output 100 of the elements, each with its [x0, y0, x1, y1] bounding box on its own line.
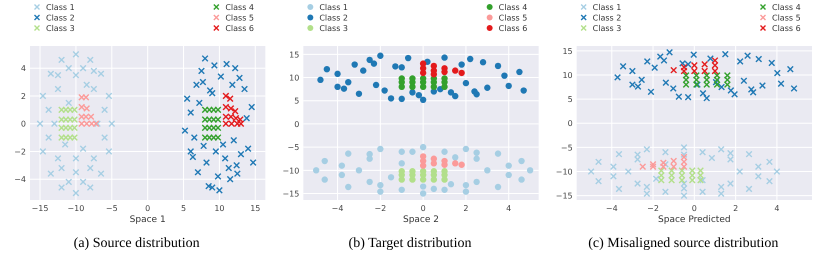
point — [658, 172, 665, 179]
point — [452, 92, 458, 100]
point — [700, 90, 707, 97]
point — [200, 142, 208, 150]
point — [65, 178, 72, 186]
point — [678, 176, 686, 184]
point — [90, 154, 98, 162]
point — [233, 162, 240, 169]
point — [643, 183, 650, 190]
point — [714, 72, 721, 79]
point — [615, 185, 622, 192]
point — [441, 148, 448, 155]
text: (a) Source distribution — [74, 236, 200, 251]
x-tick-label: −4 — [606, 204, 618, 213]
point — [198, 67, 205, 74]
point — [740, 77, 748, 84]
point — [692, 76, 700, 84]
point — [212, 148, 220, 155]
point — [234, 170, 241, 178]
point — [356, 167, 362, 174]
point — [187, 148, 194, 155]
point — [203, 159, 210, 166]
point — [338, 162, 346, 169]
point — [101, 134, 108, 142]
point — [441, 54, 448, 61]
y-tick-label: 10 — [562, 70, 573, 80]
legend-label: Class 3 — [319, 24, 348, 33]
legend-label: Class 1 — [592, 3, 622, 12]
point — [86, 164, 94, 172]
point — [692, 72, 700, 79]
legend-label: Class 3 — [592, 24, 622, 33]
point — [774, 70, 781, 77]
point — [650, 160, 657, 168]
x-tick-label: 2 — [733, 204, 738, 213]
point — [243, 114, 250, 122]
point — [430, 186, 438, 192]
point — [680, 144, 688, 151]
point — [610, 163, 617, 170]
point — [755, 56, 762, 63]
point — [726, 150, 734, 157]
point — [718, 84, 726, 91]
point — [205, 182, 212, 190]
point — [670, 84, 677, 92]
point — [236, 74, 244, 82]
point — [72, 50, 80, 58]
point — [377, 188, 384, 195]
point — [652, 175, 660, 182]
point — [718, 146, 725, 153]
point — [409, 148, 416, 155]
point — [398, 64, 405, 71]
point — [45, 106, 52, 114]
point — [668, 172, 676, 179]
point — [230, 136, 238, 144]
point — [724, 72, 731, 79]
point — [430, 168, 438, 174]
point — [703, 72, 710, 79]
point — [226, 176, 234, 183]
point — [651, 64, 658, 72]
point — [703, 81, 710, 88]
point — [225, 164, 232, 172]
point — [506, 162, 512, 169]
point — [624, 168, 632, 176]
point — [101, 106, 108, 114]
point — [232, 64, 239, 72]
point — [210, 62, 218, 69]
point — [184, 95, 191, 102]
point — [398, 160, 405, 167]
point — [462, 146, 470, 152]
point — [724, 76, 731, 84]
x-tick-label: −2 — [647, 204, 659, 213]
point — [662, 79, 670, 86]
point — [644, 58, 651, 65]
point — [208, 90, 216, 97]
point — [62, 141, 69, 148]
point — [345, 78, 352, 86]
y-tick-label: 5 — [294, 96, 300, 106]
legend-label: Class 6 — [498, 24, 528, 33]
point — [377, 182, 384, 188]
point — [54, 86, 62, 93]
point — [643, 190, 650, 198]
y-tick-label: −15 — [556, 192, 573, 201]
point — [684, 94, 692, 101]
point — [588, 168, 595, 176]
point — [690, 68, 698, 75]
point — [680, 158, 688, 166]
y-tick-label: 0 — [294, 120, 300, 129]
point — [72, 190, 80, 197]
point — [668, 167, 676, 174]
point — [108, 120, 116, 128]
point — [754, 172, 762, 180]
point — [370, 60, 378, 67]
point — [322, 158, 328, 164]
point — [718, 190, 725, 198]
point — [340, 85, 348, 92]
point — [228, 81, 236, 88]
point — [196, 99, 203, 106]
text: (b) Target distribution — [348, 236, 472, 251]
x-tick-label: 4 — [774, 204, 780, 213]
point — [345, 184, 352, 190]
point — [398, 186, 405, 193]
